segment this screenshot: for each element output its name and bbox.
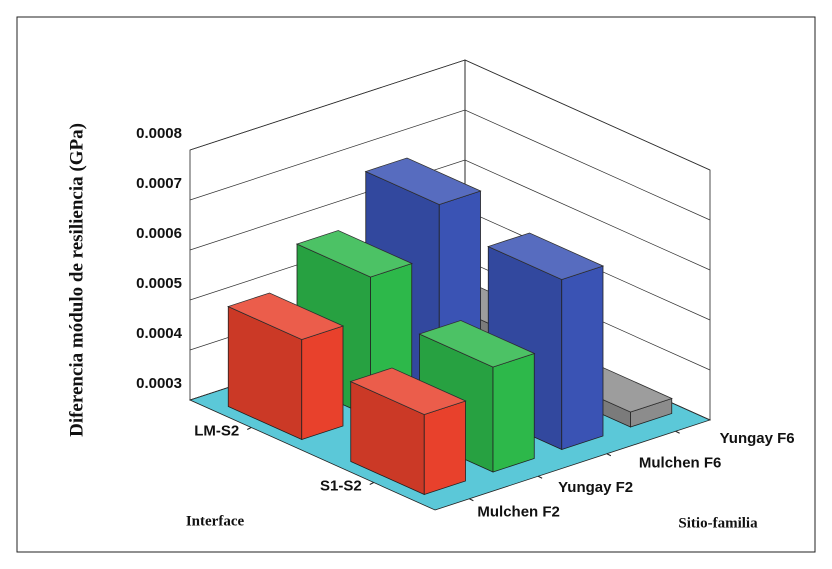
- y-tick-label: 0.0008: [136, 125, 182, 142]
- y-axis-title: Diferencia módulo de resiliencia (GPa): [66, 123, 87, 437]
- bar-top: [295, 230, 413, 278]
- bar-front: [561, 265, 604, 451]
- x-tick-label: Yungay F2: [558, 479, 633, 496]
- x-tick-label: Mulchen F6: [639, 455, 722, 472]
- y-tick-label: 0.0004: [136, 325, 183, 342]
- bar-top-light: [488, 233, 603, 280]
- x-tick: [675, 430, 680, 434]
- bar-shade: [350, 381, 425, 495]
- bar-top: [418, 320, 536, 368]
- y-tick-label: 0.0003: [136, 375, 182, 392]
- bar-top-light: [365, 158, 481, 205]
- bar-top-light: [228, 293, 343, 340]
- x-tick-label: Mulchen F2: [477, 504, 560, 521]
- frame: [16, 16, 816, 553]
- z-tick: [369, 482, 374, 485]
- bar-top-light: [419, 320, 535, 367]
- bar-top: [227, 292, 345, 340]
- bar-top: [487, 232, 605, 280]
- z-tick-label: S1-S2: [320, 477, 362, 494]
- bar-top: [349, 367, 467, 415]
- x-tick: [469, 498, 474, 502]
- grid-line: [189, 59, 711, 171]
- bar-top-light: [297, 230, 412, 277]
- bar: [227, 292, 345, 441]
- x-tick-label: Yungay F6: [720, 430, 795, 447]
- x-tick: [606, 453, 612, 457]
- y-tick-label: 0.0007: [136, 175, 182, 192]
- grid-line: [189, 159, 711, 271]
- grid-line: [189, 109, 711, 221]
- z-axis-title: Interface: [186, 513, 245, 529]
- bar-top-light: [350, 368, 466, 415]
- bar-front: [301, 325, 344, 441]
- x-axis-title: Sitio-familia: [678, 515, 758, 531]
- bar-front: [492, 352, 535, 473]
- y-tick-label: 0.0006: [136, 225, 182, 242]
- bar-top: [364, 157, 482, 205]
- bar: [349, 367, 467, 496]
- z-tick-label: LM-S2: [194, 422, 239, 439]
- bar-shade: [228, 306, 302, 440]
- y-tick-label: 0.0005: [136, 275, 182, 292]
- z-tick: [247, 427, 252, 430]
- bar-front: [423, 400, 466, 496]
- x-tick: [537, 475, 543, 479]
